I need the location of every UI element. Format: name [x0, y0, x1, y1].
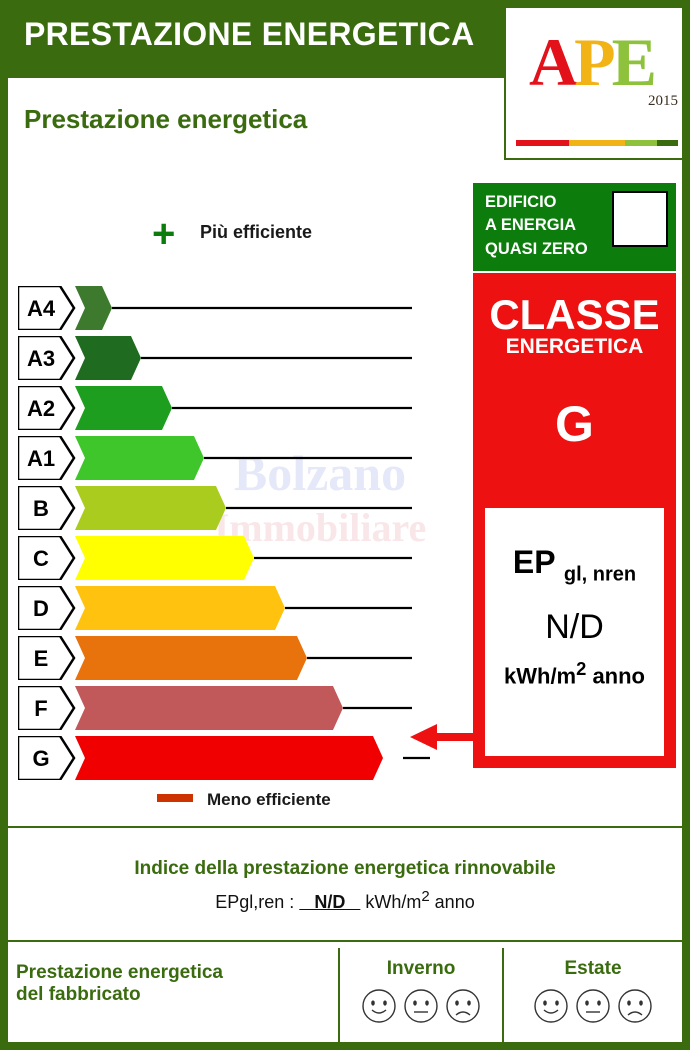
svg-text:B: B: [33, 496, 49, 521]
svg-text:C: C: [33, 546, 49, 571]
svg-text:F: F: [34, 696, 47, 721]
svg-text:A2: A2: [27, 396, 55, 421]
svg-text:A1: A1: [27, 446, 55, 471]
svg-text:D: D: [33, 596, 49, 621]
svg-text:E: E: [34, 646, 49, 671]
svg-text:G: G: [32, 746, 49, 771]
svg-text:A4: A4: [27, 296, 56, 321]
svg-text:A3: A3: [27, 346, 55, 371]
